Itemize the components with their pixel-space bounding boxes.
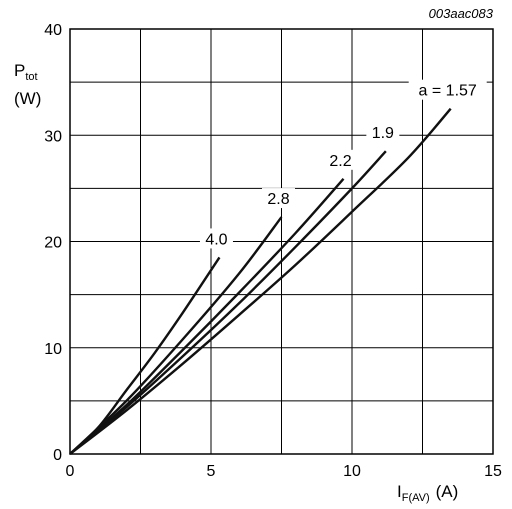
y-axis-label: Ptot (14, 61, 38, 83)
curve-4.0 (69, 256, 221, 455)
y-axis-unit: (W) (14, 89, 41, 108)
curve-label: a = 1.57 (419, 83, 477, 100)
curve-label-background (262, 188, 295, 209)
y-tick-label: 20 (44, 235, 62, 252)
x-tick-label: 15 (484, 463, 502, 480)
x-tick-label: 10 (343, 463, 361, 480)
curve-label-background (366, 122, 400, 143)
x-axis-label: IF(AV) (A) (397, 482, 458, 504)
curve-label: 2.2 (329, 153, 351, 170)
x-tick-label: 0 (66, 463, 75, 480)
y-tick-label: 40 (44, 22, 62, 39)
curve-1.9 (69, 150, 387, 455)
tick-labels: 0 5 10 15 0 10 20 30 40 (44, 22, 502, 480)
curve-label-background (324, 149, 358, 170)
y-tick-label: 30 (44, 128, 62, 145)
curve-label-background (408, 79, 487, 100)
curve-label-background (199, 228, 233, 249)
curves: 4.0 2.8 2.2 1.9 a = 1.57 (69, 79, 487, 455)
curve-label: 2.8 (267, 191, 289, 208)
plot-frame (69, 28, 494, 455)
curve-2.8 (69, 216, 283, 455)
curve-label: 4.0 (205, 231, 227, 248)
curve-label: 1.9 (372, 125, 394, 142)
curve-1.57 (69, 107, 452, 455)
y-tick-label: 0 (53, 447, 62, 464)
x-tick-label: 5 (207, 463, 216, 480)
curve-2.2 (69, 178, 345, 455)
y-tick-label: 10 (44, 341, 62, 358)
figure-code: 003aac083 (429, 6, 494, 21)
